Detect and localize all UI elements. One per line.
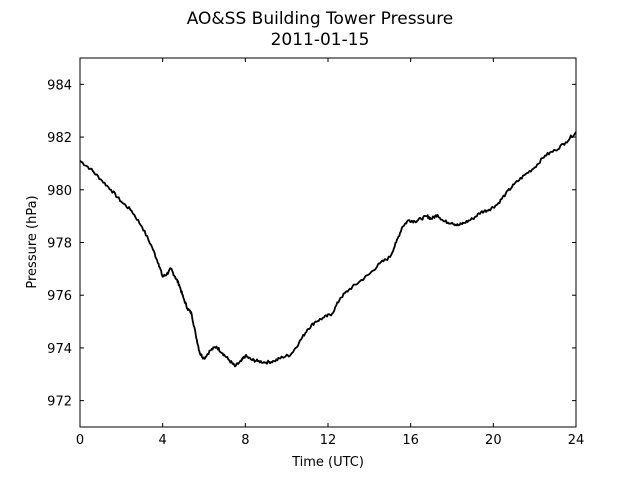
y-axis-label: Pressure (hPa) xyxy=(25,195,40,288)
x-tick-label: 24 xyxy=(568,433,585,448)
plot-area xyxy=(79,57,577,428)
x-tick-label: 4 xyxy=(159,433,167,448)
y-tick-label: 982 xyxy=(47,131,72,146)
y-tick-label: 978 xyxy=(47,237,72,252)
y-tick-label: 976 xyxy=(47,289,72,304)
x-tick-label: 0 xyxy=(76,433,84,448)
y-tick-label: 972 xyxy=(47,395,72,410)
x-axis-label: Time (UTC) xyxy=(291,455,364,470)
y-axis: 972 974 976 978 980 982 984 xyxy=(47,78,576,410)
x-tick-label: 20 xyxy=(485,433,502,448)
x-tick-label: 8 xyxy=(241,433,249,448)
x-axis: 0 4 8 12 16 20 24 xyxy=(76,58,584,448)
y-tick-label: 984 xyxy=(47,78,72,93)
pressure-series-line xyxy=(79,131,577,368)
x-tick-label: 12 xyxy=(320,433,337,448)
y-tick-label: 974 xyxy=(47,342,72,357)
chart-title: AO&SS Building Tower Pressure xyxy=(187,9,454,29)
chart-subtitle: 2011-01-15 xyxy=(271,30,370,50)
x-tick-label: 16 xyxy=(402,433,419,448)
y-tick-label: 980 xyxy=(47,184,72,199)
